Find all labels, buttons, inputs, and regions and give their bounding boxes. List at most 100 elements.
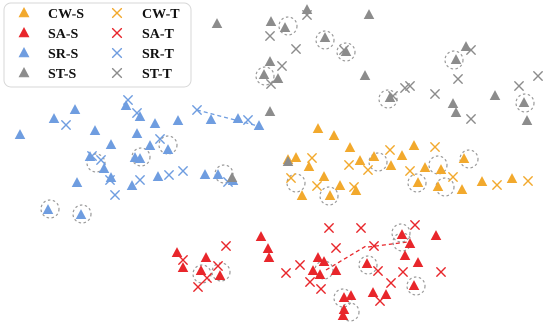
point-sa-t (316, 284, 326, 294)
point-sr-t (178, 166, 188, 176)
point-sa-s (430, 230, 442, 241)
point-sa-s (367, 287, 379, 298)
point-cw-t (405, 166, 415, 176)
point-st-t (400, 83, 410, 93)
highlight-circle (435, 177, 455, 197)
point-sa-s (200, 252, 212, 263)
highlight-circle (214, 164, 234, 184)
point-sr-t (192, 105, 202, 115)
point-st-s (272, 73, 284, 84)
point-cw-s (435, 164, 447, 175)
point-cw-t (363, 165, 373, 175)
point-st-s (460, 41, 472, 52)
point-cw-s (456, 184, 468, 195)
point-st-s (264, 56, 276, 67)
point-sa-t (410, 220, 420, 230)
legend-symbol-sr-s (18, 46, 30, 58)
legend-marker-sa-s (18, 26, 30, 38)
point-sa-s (361, 258, 373, 269)
highlight-circle (286, 173, 306, 193)
point-st-s (279, 22, 291, 33)
legend-entry-sa-s: SA-S (18, 26, 79, 42)
point-sa-t (324, 223, 334, 233)
point-cw-s (432, 181, 444, 192)
point-sa-t (193, 282, 203, 292)
point-cw-s (303, 161, 315, 172)
point-sa-s (318, 256, 330, 267)
point-sr-s (172, 115, 184, 126)
point-st-t (453, 74, 463, 84)
legend-marker-sr-t (111, 47, 123, 59)
point-sa-t (295, 260, 305, 270)
point-sr-t (61, 120, 71, 130)
highlight-circle (378, 89, 398, 109)
point-sr-s (232, 113, 244, 124)
point-st-t (405, 81, 415, 91)
point-sa-s (396, 229, 408, 240)
legend-symbol-sa-s (18, 26, 30, 38)
point-sa-t (398, 267, 408, 277)
legend-label-sa-t: SA-T (142, 27, 175, 42)
point-st-s (359, 70, 371, 81)
point-st-t (265, 31, 275, 41)
legend-symbol-cw-t (111, 7, 123, 19)
series-sa-s (171, 229, 442, 321)
point-st-s (265, 16, 277, 27)
point-cw-s (368, 151, 380, 162)
point-cw-t (523, 176, 533, 186)
series-sr-t (61, 95, 253, 200)
legend-label-st-s: ST-S (48, 67, 77, 82)
point-cw-t (492, 180, 502, 190)
point-st-s (258, 69, 270, 80)
point-sr-t (132, 108, 142, 118)
highlight-circle (459, 149, 479, 169)
point-sa-t (356, 223, 366, 233)
point-cw-s (385, 160, 397, 171)
point-sa-t (281, 268, 291, 278)
point-cw-s (354, 155, 366, 166)
legend-box (3, 2, 192, 88)
highlight-circle (255, 66, 275, 86)
point-sr-s (75, 209, 87, 220)
legend-marker-sa-t (111, 27, 123, 39)
legend-marker-cw-s (18, 6, 30, 18)
highlight-circle (278, 16, 298, 36)
point-sa-t (331, 243, 341, 253)
series-st-t (265, 10, 543, 124)
point-sr-t (96, 155, 106, 165)
point-sa-s (177, 262, 189, 273)
point-st-t (302, 10, 312, 20)
point-sa-t (375, 296, 385, 306)
point-cw-t (312, 181, 322, 191)
point-st-s (518, 97, 530, 108)
point-sr-t (123, 95, 133, 105)
point-sr-s (89, 125, 101, 136)
legend-label-sa-s: SA-S (48, 27, 79, 42)
point-sr-s (152, 171, 164, 182)
point-st-t (291, 44, 301, 54)
point-sr-s (69, 104, 81, 115)
point-cw-s (458, 153, 470, 164)
point-sa-t (305, 277, 315, 287)
point-st-t (388, 91, 398, 101)
point-sa-t (373, 266, 383, 276)
legend-symbol-sr-t (111, 47, 123, 59)
legend-symbol-sa-t (111, 27, 123, 39)
legend-marker-sr-s (18, 46, 30, 58)
point-cw-s (396, 150, 408, 161)
point-sr-s (253, 120, 265, 131)
point-sr-s (199, 169, 211, 180)
point-st-s (211, 18, 223, 29)
legend-label-sr-s: SR-S (48, 47, 79, 62)
series-cw-s (282, 123, 518, 201)
point-cw-s (506, 173, 518, 184)
point-sa-s (263, 252, 275, 263)
point-st-s (264, 106, 276, 117)
point-cw-t (448, 172, 458, 182)
point-sr-s (212, 169, 224, 180)
legend-symbol-cw-s (18, 6, 30, 18)
point-sa-s (404, 238, 416, 249)
highlight-circle (340, 302, 360, 322)
point-sa-t (369, 241, 379, 251)
